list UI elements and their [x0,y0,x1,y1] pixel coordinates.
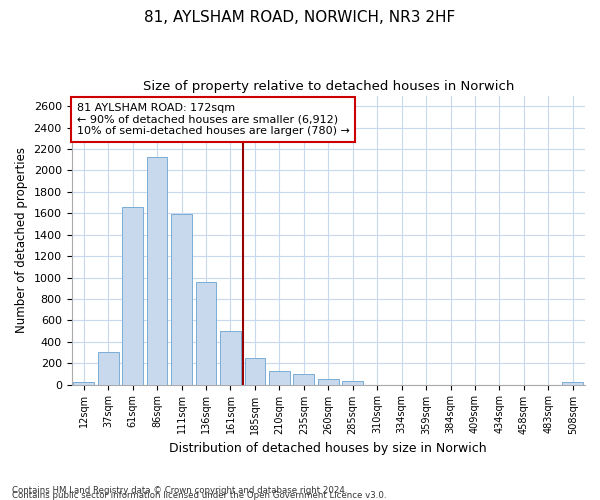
Title: Size of property relative to detached houses in Norwich: Size of property relative to detached ho… [143,80,514,93]
Text: Contains public sector information licensed under the Open Government Licence v3: Contains public sector information licen… [12,490,386,500]
Bar [98,352,119,384]
X-axis label: Distribution of detached houses by size in Norwich: Distribution of detached houses by size … [169,442,487,455]
Y-axis label: Number of detached properties: Number of detached properties [15,147,28,333]
Bar [220,331,241,384]
Bar [245,358,265,384]
Bar [562,382,583,384]
Text: 81 AYLSHAM ROAD: 172sqm
← 90% of detached houses are smaller (6,912)
10% of semi: 81 AYLSHAM ROAD: 172sqm ← 90% of detache… [77,103,350,136]
Bar [147,156,167,384]
Bar [171,214,192,384]
Bar [73,382,94,384]
Bar [293,374,314,384]
Bar [343,382,363,384]
Bar [318,379,338,384]
Text: 81, AYLSHAM ROAD, NORWICH, NR3 2HF: 81, AYLSHAM ROAD, NORWICH, NR3 2HF [145,10,455,25]
Bar [122,207,143,384]
Text: Contains HM Land Registry data © Crown copyright and database right 2024.: Contains HM Land Registry data © Crown c… [12,486,347,495]
Bar [196,282,217,384]
Bar [269,371,290,384]
